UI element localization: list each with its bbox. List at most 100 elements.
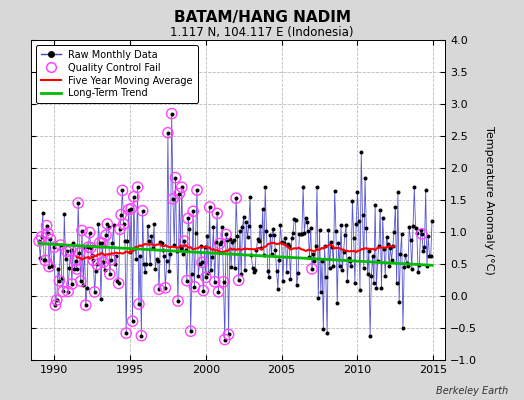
Point bbox=[227, 264, 235, 270]
Point bbox=[205, 204, 214, 210]
Point bbox=[74, 200, 82, 206]
Point bbox=[204, 270, 213, 277]
Point bbox=[307, 224, 315, 231]
Point bbox=[291, 216, 300, 223]
Point bbox=[121, 238, 129, 244]
Point bbox=[357, 149, 365, 155]
Point bbox=[60, 211, 69, 217]
Point bbox=[328, 244, 336, 250]
Point bbox=[237, 271, 245, 278]
Point bbox=[110, 222, 118, 228]
Point bbox=[42, 222, 51, 229]
Point bbox=[39, 210, 47, 216]
Point bbox=[315, 226, 324, 233]
Text: 1.117 N, 104.117 E (Indonesia): 1.117 N, 104.117 E (Indonesia) bbox=[170, 26, 354, 39]
Point bbox=[399, 325, 407, 331]
Point bbox=[144, 222, 152, 229]
Point bbox=[375, 242, 383, 249]
Point bbox=[141, 269, 149, 275]
Point bbox=[116, 226, 124, 232]
Point bbox=[368, 252, 377, 259]
Point bbox=[157, 240, 166, 246]
Point bbox=[274, 286, 282, 292]
Point bbox=[378, 215, 387, 221]
Point bbox=[381, 272, 389, 279]
Point bbox=[175, 190, 183, 197]
Point bbox=[51, 302, 60, 308]
Point bbox=[213, 210, 221, 217]
Point bbox=[65, 264, 73, 271]
Point bbox=[390, 228, 398, 235]
Point bbox=[218, 224, 226, 231]
Point bbox=[152, 256, 161, 262]
Point bbox=[147, 233, 156, 240]
Point bbox=[37, 234, 46, 240]
Point bbox=[102, 232, 110, 238]
Point bbox=[400, 263, 408, 270]
Point bbox=[243, 234, 252, 240]
Point bbox=[55, 278, 63, 284]
Point bbox=[355, 218, 363, 224]
Point bbox=[281, 234, 290, 241]
Point bbox=[154, 257, 162, 264]
Point bbox=[282, 268, 291, 275]
Point bbox=[386, 244, 395, 251]
Point bbox=[107, 257, 115, 263]
Point bbox=[84, 244, 93, 250]
Point bbox=[119, 221, 128, 227]
Point bbox=[366, 333, 374, 339]
Point bbox=[313, 184, 321, 190]
Point bbox=[171, 174, 180, 181]
Point bbox=[37, 234, 46, 240]
Point bbox=[318, 258, 326, 264]
Point bbox=[297, 231, 305, 238]
Point bbox=[86, 244, 95, 251]
Point bbox=[356, 286, 364, 293]
Point bbox=[137, 332, 146, 339]
Point bbox=[108, 240, 116, 246]
Point bbox=[61, 256, 70, 262]
Point bbox=[184, 215, 192, 222]
Point bbox=[231, 264, 239, 271]
Point bbox=[113, 278, 122, 284]
Point bbox=[156, 239, 165, 245]
Point bbox=[93, 261, 101, 268]
Point bbox=[277, 239, 286, 246]
Point bbox=[140, 261, 148, 268]
Point bbox=[348, 198, 357, 204]
Point bbox=[79, 282, 88, 289]
Point bbox=[170, 242, 178, 248]
Point bbox=[185, 226, 193, 232]
Point bbox=[254, 236, 262, 242]
Point bbox=[396, 250, 405, 257]
Point bbox=[80, 244, 89, 250]
Point bbox=[189, 208, 198, 214]
Point bbox=[271, 247, 279, 253]
Point bbox=[289, 230, 297, 236]
Point bbox=[132, 256, 140, 262]
Point bbox=[193, 187, 201, 193]
Point bbox=[45, 264, 53, 270]
Point bbox=[374, 258, 382, 264]
Point bbox=[323, 330, 331, 336]
Point bbox=[134, 184, 142, 190]
Point bbox=[316, 288, 325, 295]
Point bbox=[94, 220, 103, 227]
Point bbox=[352, 221, 361, 227]
Point bbox=[161, 285, 170, 291]
Point bbox=[371, 202, 379, 208]
Point bbox=[50, 244, 58, 250]
Point bbox=[370, 279, 378, 286]
Point bbox=[49, 263, 57, 270]
Point bbox=[114, 280, 123, 287]
Point bbox=[181, 247, 190, 253]
Point bbox=[59, 288, 67, 294]
Point bbox=[41, 257, 50, 264]
Point bbox=[295, 231, 303, 237]
Point bbox=[327, 239, 335, 246]
Point bbox=[187, 328, 195, 334]
Point bbox=[394, 189, 402, 196]
Point bbox=[58, 275, 66, 281]
Point bbox=[224, 331, 233, 338]
Point bbox=[48, 263, 56, 270]
